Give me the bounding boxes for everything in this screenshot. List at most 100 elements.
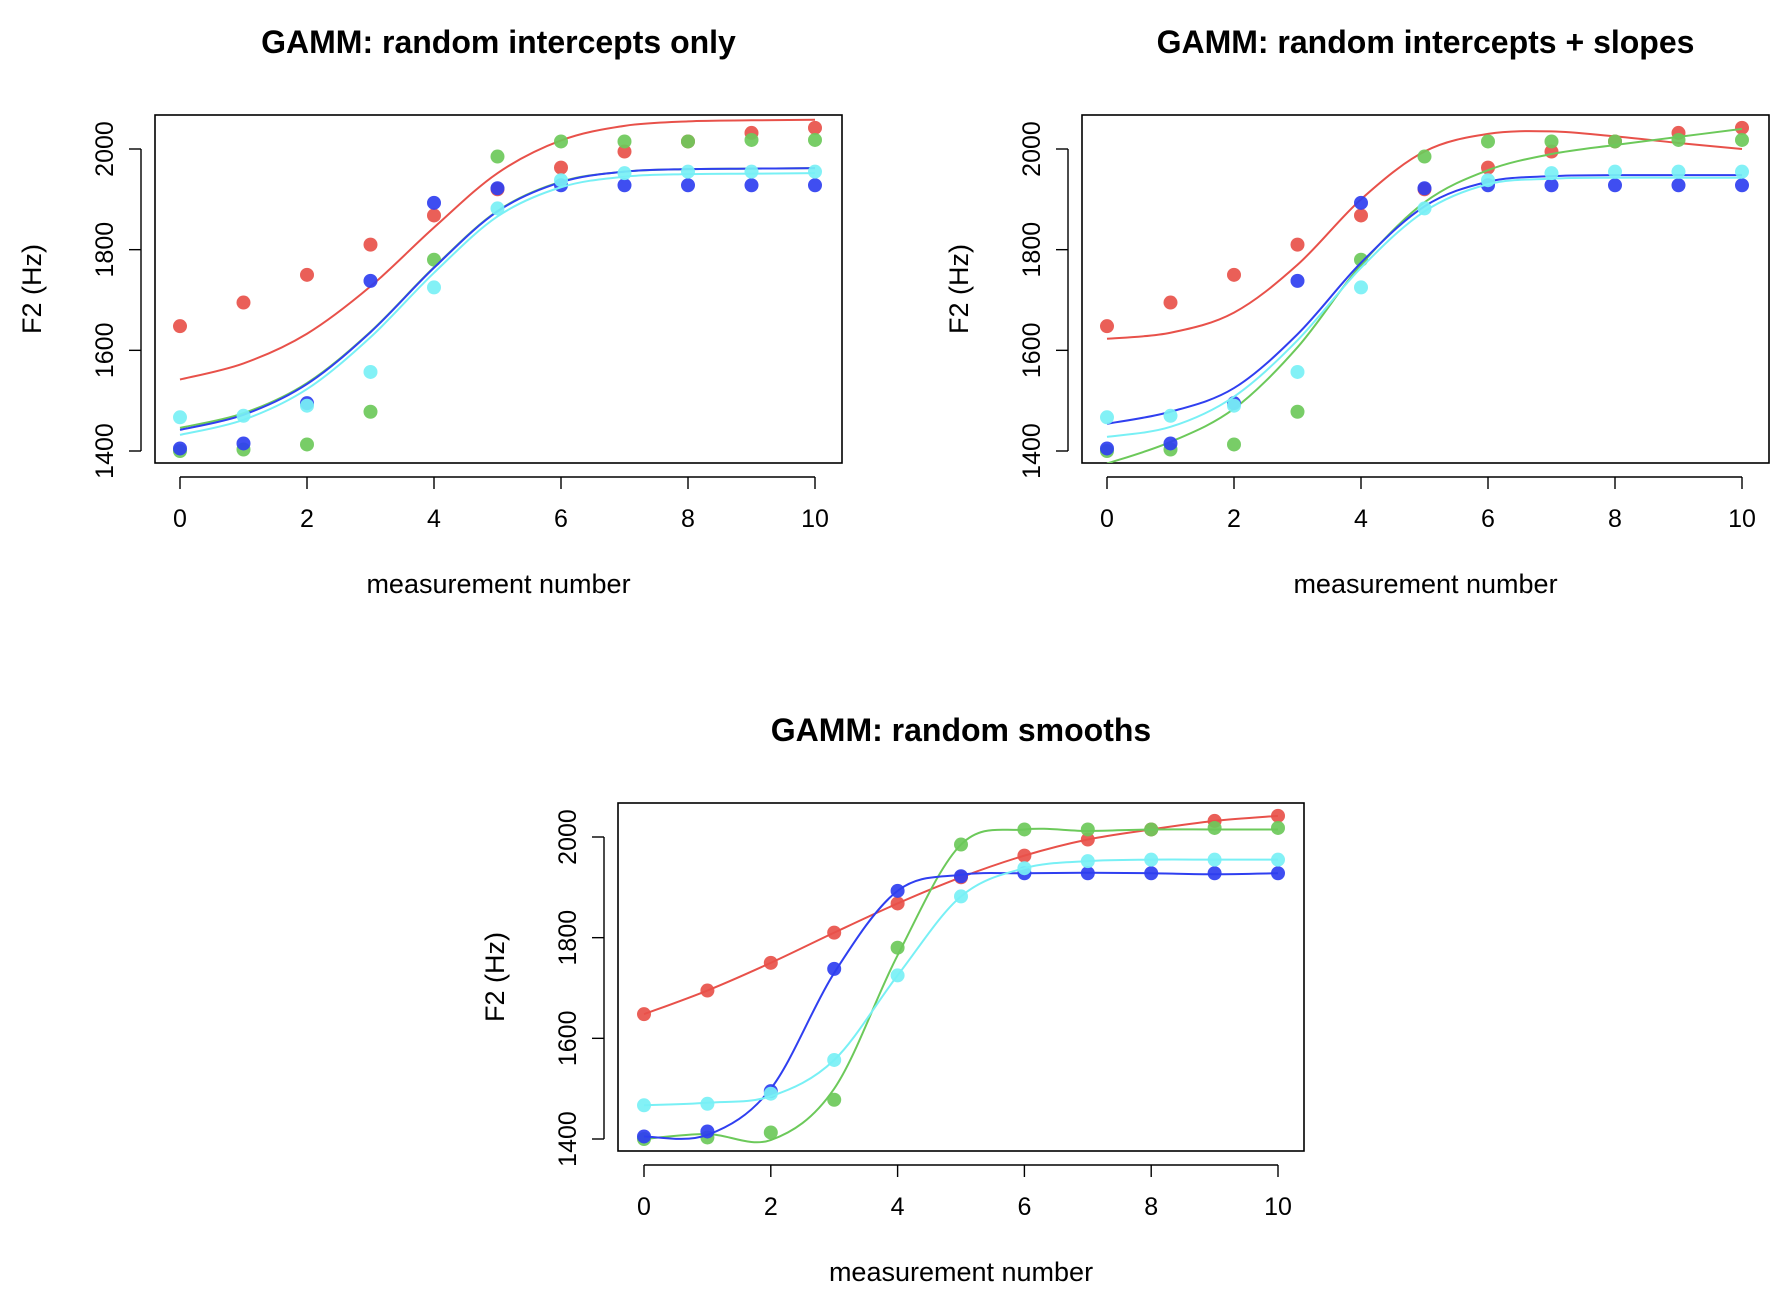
data-point-series-3 bbox=[681, 178, 695, 193]
data-point-series-3 bbox=[1100, 441, 1114, 456]
x-tick-label: 0 bbox=[173, 505, 187, 533]
data-point-series-4 bbox=[554, 173, 568, 188]
y-tick-label: 1800 bbox=[1018, 222, 1046, 278]
data-point-series-4 bbox=[808, 164, 822, 179]
data-point-series-4 bbox=[1608, 164, 1622, 179]
data-point-series-2 bbox=[1608, 134, 1622, 149]
data-point-series-3 bbox=[1271, 866, 1285, 881]
data-point-series-2 bbox=[1735, 132, 1749, 147]
y-tick-label: 1400 bbox=[554, 1111, 582, 1167]
data-point-series-1 bbox=[1735, 120, 1749, 135]
y-tick-label: 1400 bbox=[91, 423, 119, 479]
data-point-series-4 bbox=[1544, 166, 1559, 181]
data-point-series-1 bbox=[1163, 295, 1178, 310]
data-point-series-3 bbox=[744, 178, 759, 193]
data-point-series-4 bbox=[890, 968, 905, 983]
data-point-series-4 bbox=[1227, 398, 1241, 413]
x-tick-label: 4 bbox=[891, 1193, 905, 1221]
data-point-series-3 bbox=[637, 1129, 651, 1144]
data-point-series-3 bbox=[1354, 195, 1368, 210]
data-point-series-2 bbox=[490, 149, 505, 164]
data-point-series-2 bbox=[363, 404, 378, 419]
data-point-series-1 bbox=[637, 1007, 651, 1022]
data-point-series-4 bbox=[1354, 280, 1368, 295]
data-point-series-4 bbox=[1417, 201, 1432, 216]
data-point-series-1 bbox=[1100, 319, 1114, 334]
data-point-series-4 bbox=[1144, 852, 1159, 867]
data-point-series-1 bbox=[554, 160, 568, 175]
data-point-series-3 bbox=[808, 178, 822, 193]
x-tick-label: 8 bbox=[681, 505, 695, 533]
data-point-series-4 bbox=[681, 164, 695, 179]
data-point-series-2 bbox=[1417, 149, 1432, 164]
data-point-series-3 bbox=[1163, 436, 1178, 451]
data-point-series-4 bbox=[827, 1052, 842, 1067]
data-point-series-4 bbox=[300, 398, 314, 413]
data-point-series-2 bbox=[1207, 820, 1222, 835]
data-point-series-1 bbox=[363, 237, 378, 252]
x-tick-label: 4 bbox=[1354, 505, 1368, 533]
data-point-series-2 bbox=[1080, 822, 1095, 837]
y-tick-label: 1800 bbox=[91, 222, 119, 278]
fit-line-series-1 bbox=[179, 118, 816, 381]
data-point-series-3 bbox=[1544, 178, 1559, 193]
data-point-series-2 bbox=[300, 437, 314, 452]
data-point-series-2 bbox=[1481, 134, 1495, 149]
data-point-series-1 bbox=[808, 120, 822, 135]
chart-title: GAMM: random intercepts only bbox=[261, 24, 736, 60]
y-tick-label: 1600 bbox=[91, 323, 119, 379]
data-point-series-4 bbox=[1671, 164, 1686, 179]
x-tick-label: 2 bbox=[300, 505, 314, 533]
chart-panel-2: GAMM: random intercepts + slopes 0 2 4 6 8 10 m… bbox=[944, 24, 1770, 599]
data-point-series-1 bbox=[173, 319, 187, 334]
data-point-series-1 bbox=[236, 295, 251, 310]
data-point-series-4 bbox=[617, 166, 632, 181]
data-point-series-3 bbox=[1080, 866, 1095, 881]
x-tick-label: 6 bbox=[1017, 1193, 1031, 1221]
data-point-series-2 bbox=[617, 134, 632, 149]
data-point-series-1 bbox=[1271, 808, 1285, 823]
chart-title: GAMM: random intercepts + slopes bbox=[1157, 24, 1695, 60]
data-point-series-4 bbox=[1271, 852, 1285, 867]
plot-frame bbox=[154, 114, 843, 464]
data-point-series-1 bbox=[617, 144, 632, 159]
chart-title: GAMM: random smooths bbox=[771, 712, 1151, 748]
x-tick-label: 8 bbox=[1608, 505, 1622, 533]
data-point-series-3 bbox=[617, 178, 632, 193]
data-point-series-2 bbox=[1290, 404, 1305, 419]
data-point-series-3 bbox=[1144, 866, 1159, 881]
data-point-series-3 bbox=[1207, 866, 1222, 881]
fit-line-series-4 bbox=[1106, 176, 1742, 438]
x-axis-label: measurement number bbox=[366, 569, 630, 599]
data-point-series-4 bbox=[490, 201, 505, 216]
data-point-series-2 bbox=[808, 132, 822, 147]
data-point-series-4 bbox=[1080, 854, 1095, 869]
y-axis-label: F2 (Hz) bbox=[17, 244, 47, 334]
data-point-series-3 bbox=[954, 869, 968, 884]
data-point-series-3 bbox=[1671, 178, 1686, 193]
data-point-series-3 bbox=[173, 441, 187, 456]
x-tick-label: 0 bbox=[637, 1193, 651, 1221]
data-point-series-1 bbox=[1227, 267, 1241, 282]
data-point-series-4 bbox=[236, 408, 251, 423]
data-point-series-3 bbox=[1290, 273, 1305, 288]
data-point-series-4 bbox=[1100, 410, 1114, 425]
data-point-series-4 bbox=[363, 364, 378, 379]
y-tick-label: 2000 bbox=[91, 121, 119, 177]
x-tick-label: 10 bbox=[801, 505, 829, 533]
plot-frame bbox=[617, 802, 1305, 1152]
data-point-series-2 bbox=[427, 252, 441, 267]
data-point-series-2 bbox=[954, 837, 968, 852]
data-point-series-2 bbox=[1017, 822, 1032, 837]
data-point-series-2 bbox=[1544, 134, 1559, 149]
data-point-series-2 bbox=[1227, 437, 1241, 452]
data-point-series-2 bbox=[1144, 822, 1159, 837]
y-tick-label: 1600 bbox=[554, 1011, 582, 1067]
data-point-series-4 bbox=[1017, 861, 1032, 876]
data-point-series-4 bbox=[1481, 173, 1495, 188]
x-tick-label: 2 bbox=[764, 1193, 778, 1221]
data-point-series-3 bbox=[1417, 181, 1432, 196]
y-tick-label: 1800 bbox=[554, 910, 582, 966]
data-point-series-4 bbox=[1290, 364, 1305, 379]
